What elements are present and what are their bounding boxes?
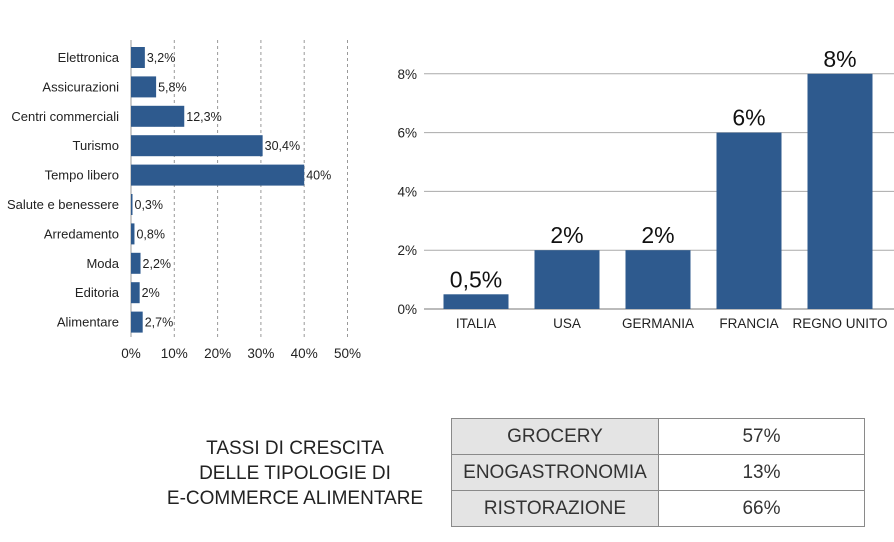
table-category-cell: ENOGASTRONOMIA	[451, 454, 659, 491]
y-tick-label: 8%	[397, 67, 417, 82]
value-label: 12,3%	[186, 110, 221, 124]
value-label: 40%	[306, 169, 331, 183]
table-value-cell: 13%	[658, 454, 865, 491]
value-label: 2,7%	[145, 316, 174, 330]
bar	[534, 250, 600, 309]
value-label: 2%	[550, 222, 583, 248]
country-chart-category-labels: ITALIA USA GERMANIA FRANCIA REGNO UNITO	[456, 316, 888, 331]
bar	[131, 47, 145, 68]
country-chart-y-ticks: 0% 2% 4% 6% 8%	[397, 67, 417, 317]
x-tick-label: 20%	[204, 346, 231, 361]
category-label: FRANCIA	[719, 316, 778, 331]
value-label: 2%	[142, 286, 160, 300]
caption-line: DELLE TIPOLOGIE DI	[199, 463, 391, 484]
value-label: 0,8%	[136, 227, 165, 241]
bar	[131, 223, 135, 245]
growth-rate-table: GROCERY 57% ENOGASTRONOMIA 13% RISTORAZI…	[451, 418, 865, 527]
value-label: 2,2%	[143, 257, 172, 271]
bar	[131, 164, 305, 186]
caption-line: E-COMMERCE ALIMENTARE	[166, 488, 424, 509]
category-label: Editoria	[75, 285, 120, 300]
bar	[131, 311, 143, 333]
bar	[131, 76, 157, 98]
y-tick-label: 4%	[397, 184, 417, 199]
y-tick-label: 0%	[397, 302, 417, 317]
y-tick-label: 2%	[397, 243, 417, 258]
category-label: Moda	[86, 256, 119, 271]
table-row: RISTORAZIONE 66%	[451, 490, 865, 527]
category-label: Centri commerciali	[11, 109, 119, 124]
bar	[716, 132, 782, 309]
x-tick-label: 40%	[291, 346, 318, 361]
bar	[131, 252, 141, 274]
caption-line: TASSI DI CRESCITA	[206, 438, 384, 459]
bar	[443, 294, 509, 309]
country-bar-chart: 0% 2% 4% 6% 8% ITALIA USA GERMANIA FRANCIA REGNO…	[397, 46, 894, 331]
table-row: ENOGASTRONOMIA 13%	[451, 454, 865, 491]
x-tick-label: 50%	[334, 346, 361, 361]
category-label: Tempo libero	[45, 168, 119, 183]
x-tick-label: 30%	[247, 346, 274, 361]
category-label: GERMANIA	[622, 316, 694, 331]
value-label: 6%	[732, 105, 765, 131]
table-category-cell: GROCERY	[451, 418, 659, 455]
bar	[625, 250, 691, 309]
category-label: ITALIA	[456, 316, 496, 331]
sector-bar-chart: Elettronica Assicurazioni Centri commercia…	[7, 40, 361, 361]
category-label: Assicurazioni	[42, 79, 119, 94]
category-label: Turismo	[73, 138, 119, 153]
growth-caption: TASSI DI CRESCITA DELLE TIPOLOGIE DI E-C…	[160, 436, 430, 511]
x-tick-label: 10%	[161, 346, 188, 361]
bar	[131, 135, 263, 157]
table-value-cell: 57%	[658, 418, 865, 455]
country-chart-bars	[443, 73, 873, 309]
category-label: Arredamento	[44, 226, 119, 241]
value-label: 8%	[823, 46, 856, 72]
category-label: Elettronica	[58, 50, 120, 65]
value-label: 3,2%	[147, 51, 176, 65]
value-label: 2%	[641, 222, 674, 248]
table-row: GROCERY 57%	[451, 418, 865, 455]
category-label: Alimentare	[57, 315, 119, 330]
sector-chart-x-ticks: 0% 10% 20% 30% 40% 50%	[121, 346, 361, 361]
bar	[807, 73, 873, 309]
sector-chart-bars	[131, 47, 305, 333]
sector-chart-category-labels: Elettronica Assicurazioni Centri commercia…	[7, 50, 120, 330]
category-label: REGNO UNITO	[792, 316, 887, 331]
category-label: USA	[553, 316, 581, 331]
value-label: 30,4%	[265, 139, 300, 153]
value-label: 0,5%	[450, 266, 502, 292]
bar	[131, 105, 185, 127]
x-tick-label: 0%	[121, 346, 141, 361]
bar	[131, 282, 140, 304]
bar	[131, 194, 133, 215]
category-label: Salute e benessere	[7, 197, 119, 212]
table-value-cell: 66%	[658, 490, 865, 527]
value-label: 5,8%	[158, 80, 187, 94]
table-category-cell: RISTORAZIONE	[451, 490, 659, 527]
value-label: 0,3%	[135, 198, 164, 212]
y-tick-label: 6%	[397, 126, 417, 141]
sector-chart-value-labels: 3,2% 5,8% 12,3% 30,4% 40% 0,3% 0,8% 2,2% 2% 2,7%	[135, 51, 332, 330]
country-chart-value-labels: 0,5% 2% 2% 6% 8%	[450, 46, 857, 292]
